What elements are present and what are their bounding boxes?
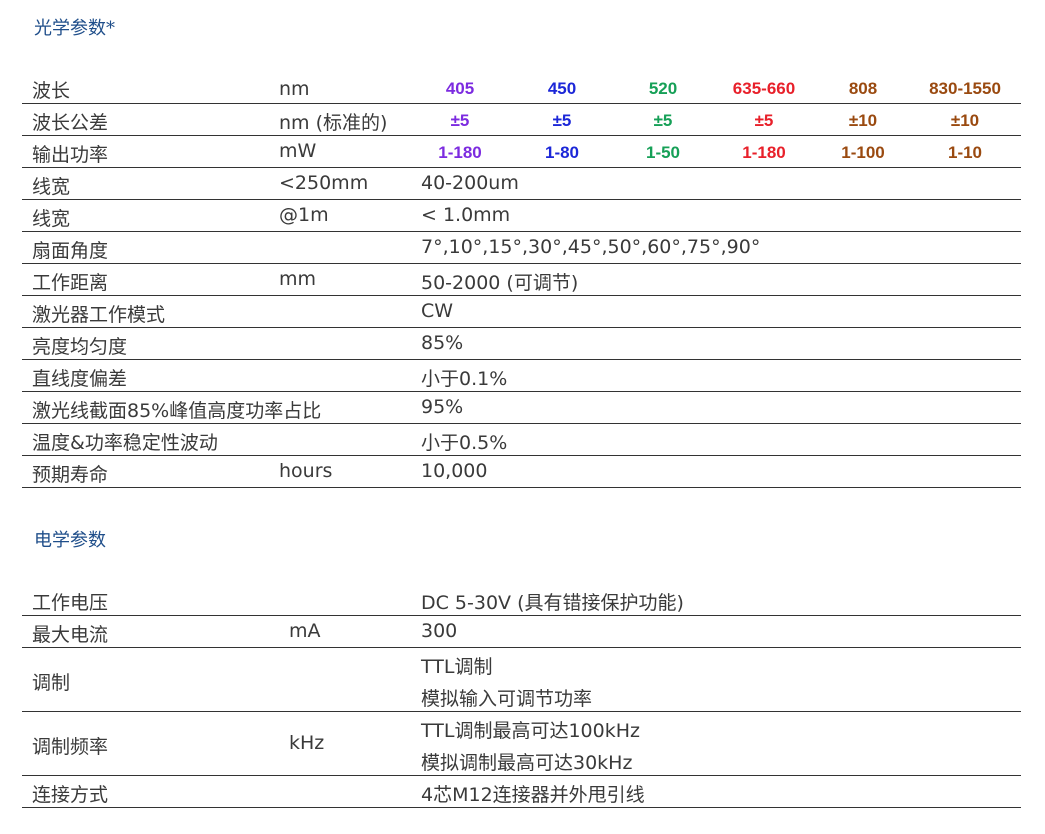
value-label: 95%: [421, 396, 464, 418]
value-450: 1-80: [544, 143, 580, 162]
value-808: 1-100: [841, 143, 885, 162]
value-label: 10,000: [421, 460, 488, 482]
unit-label: nm: [279, 78, 310, 100]
value-label: DC 5-30V (具有错接保护功能): [421, 592, 684, 614]
unit-label: mA: [289, 620, 321, 642]
table-row: 工作电压 DC 5-30V (具有错接保护功能): [22, 584, 1021, 616]
value-520: ±5: [653, 111, 673, 130]
param-label: 最大电流: [32, 624, 109, 646]
param-label: 预期寿命: [32, 464, 109, 486]
value-label: 4芯M12连接器并外甩引线: [421, 784, 645, 806]
value-label: CW: [421, 300, 454, 322]
param-label: 激光线截面85%峰值高度功率占比: [32, 400, 322, 422]
value-450: 450: [547, 79, 577, 98]
unit-label: kHz: [289, 732, 325, 754]
value-label: 300: [421, 620, 458, 642]
table-row: 调制频率 kHz TTL调制最高可达100kHz 模拟调制最高可达30kHz: [22, 712, 1021, 776]
value-line: TTL调制最高可达100kHz: [421, 720, 640, 742]
table-row: 激光器工作模式 CW: [22, 296, 1021, 328]
param-label: 工作距离: [32, 272, 109, 294]
table-row: 调制 TTL调制 模拟输入可调节功率: [22, 648, 1021, 712]
param-label: 调制: [32, 672, 71, 694]
value-450: ±5: [552, 111, 572, 130]
table-row: 直线度偏差 小于0.1%: [22, 360, 1021, 392]
value-label: 40-200um: [421, 172, 519, 194]
table-row: 线宽 <250mm 40-200um: [22, 168, 1021, 200]
param-label: 亮度均匀度: [32, 336, 128, 358]
table-row-output-power: 输出功率 mW 1-180 1-80 1-50 1-180 1-100 1-10: [22, 136, 1021, 168]
value-label: < 1.0mm: [421, 204, 511, 226]
value-520: 520: [648, 79, 678, 98]
value-808: ±10: [848, 111, 878, 130]
value-label: 7°,10°,15°,30°,45°,50°,60°,75°,90°: [421, 236, 761, 258]
table-row: 连接方式 4芯M12连接器并外甩引线: [22, 776, 1021, 808]
param-label: 调制频率: [32, 736, 109, 758]
value-405: ±5: [450, 111, 470, 130]
value-405: 1-180: [438, 143, 482, 162]
value-label: 85%: [421, 332, 464, 354]
param-label: 温度&功率稳定性波动: [32, 432, 218, 454]
value-635: 635-660: [732, 79, 796, 98]
value-label: 小于0.5%: [421, 432, 508, 454]
unit-label: @1m: [279, 204, 329, 226]
param-label: 工作电压: [32, 592, 109, 614]
param-label: 激光器工作模式: [32, 304, 166, 326]
value-405: 405: [445, 79, 475, 98]
param-label: 扇面角度: [32, 240, 109, 262]
electrical-params-table: 工作电压 DC 5-30V (具有错接保护功能) 最大电流 mA 300 调制 …: [22, 584, 1021, 808]
value-830: 1-10: [947, 143, 983, 162]
electrical-section-title: 电学参数: [34, 530, 106, 551]
table-row: 最大电流 mA 300: [22, 616, 1021, 648]
table-row: 扇面角度 7°,10°,15°,30°,45°,50°,60°,75°,90°: [22, 232, 1021, 264]
table-row: 工作距离 mm 50-2000 (可调节): [22, 264, 1021, 296]
param-label: 线宽: [32, 176, 71, 198]
table-row: 预期寿命 hours 10,000: [22, 456, 1021, 488]
table-row-wavelength-tolerance: 波长公差 nm (标准的) ±5 ±5 ±5 ±5 ±10 ±10: [22, 104, 1021, 136]
value-label: 50-2000 (可调节): [421, 272, 579, 294]
table-row: 亮度均匀度 85%: [22, 328, 1021, 360]
table-row-wavelength: 波长 nm 405 450 520 635-660 808 830-1550: [22, 72, 1021, 104]
param-label: 波长公差: [32, 112, 109, 134]
optical-params-table: 波长 nm 405 450 520 635-660 808 830-1550 波…: [22, 72, 1021, 488]
value-520: 1-50: [645, 143, 681, 162]
unit-label: hours: [279, 460, 333, 482]
param-label: 波长: [32, 80, 71, 102]
unit-label: nm (标准的): [279, 112, 388, 134]
value-635: ±5: [754, 111, 774, 130]
table-row: 线宽 @1m < 1.0mm: [22, 200, 1021, 232]
value-line: 模拟调制最高可达30kHz: [421, 752, 633, 774]
value-808: 808: [848, 79, 878, 98]
param-label: 线宽: [32, 208, 71, 230]
unit-label: <250mm: [279, 172, 369, 194]
optical-section-title: 光学参数*: [34, 18, 115, 39]
value-label: 小于0.1%: [421, 368, 508, 390]
param-label: 直线度偏差: [32, 368, 128, 390]
value-635: 1-180: [742, 143, 786, 162]
value-line: 模拟输入可调节功率: [421, 688, 593, 710]
table-row: 温度&功率稳定性波动 小于0.5%: [22, 424, 1021, 456]
value-830: ±10: [950, 111, 980, 130]
param-label: 输出功率: [32, 144, 109, 166]
value-830: 830-1550: [929, 79, 1001, 98]
table-row: 激光线截面85%峰值高度功率占比 95%: [22, 392, 1021, 424]
value-line: TTL调制: [421, 656, 493, 678]
unit-label: mm: [279, 268, 317, 290]
param-label: 连接方式: [32, 784, 109, 806]
unit-label: mW: [279, 140, 317, 162]
